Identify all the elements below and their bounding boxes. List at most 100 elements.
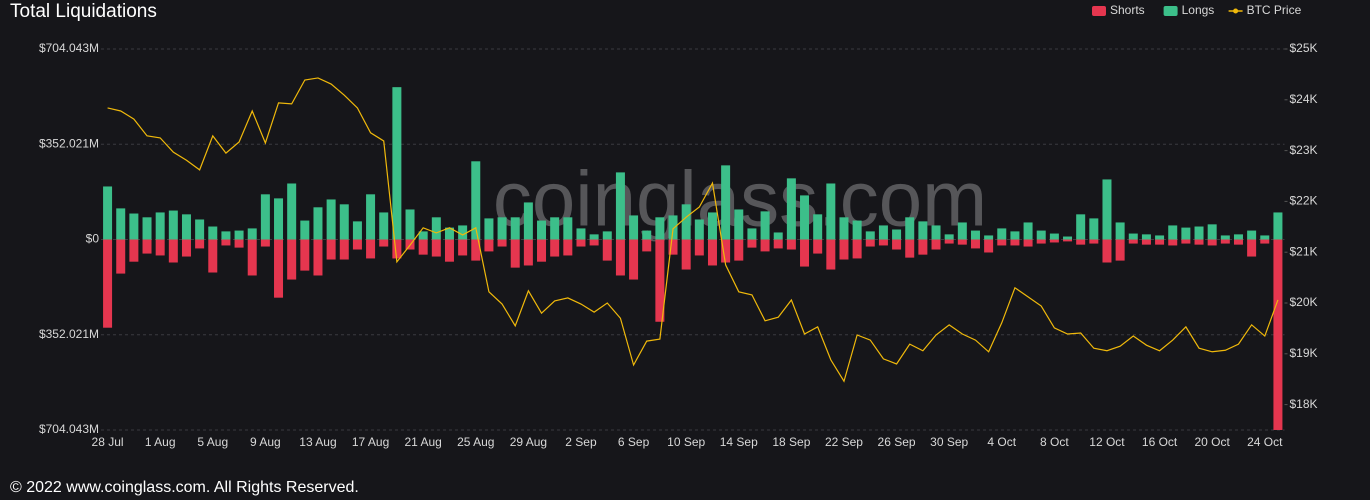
bar — [878, 225, 888, 240]
bar — [615, 172, 625, 240]
bar — [576, 228, 586, 240]
bar — [800, 195, 810, 240]
bar — [1102, 239, 1112, 263]
bar — [352, 239, 362, 250]
bar — [195, 239, 205, 249]
bar — [458, 239, 468, 256]
bar — [1036, 230, 1046, 240]
bar — [813, 214, 823, 240]
y2-tick-label: $21K — [1290, 244, 1318, 258]
y2-tick-label: $22K — [1290, 194, 1318, 208]
bar — [537, 239, 547, 262]
bar — [1141, 239, 1151, 245]
bar — [773, 232, 783, 240]
bar — [668, 239, 678, 255]
bar — [707, 212, 717, 240]
bar — [1181, 227, 1191, 240]
bar — [721, 239, 731, 263]
bar — [865, 231, 875, 240]
bar — [839, 239, 849, 260]
bar — [208, 239, 218, 273]
bar — [471, 161, 481, 240]
bar — [523, 202, 533, 240]
bar — [1155, 239, 1165, 245]
bar — [694, 219, 704, 240]
bar — [734, 209, 744, 240]
bar — [497, 239, 507, 247]
bar — [1063, 239, 1073, 242]
x-tick-label: 13 Aug — [299, 435, 336, 449]
bar — [747, 239, 757, 248]
bar — [129, 213, 139, 240]
y-tick-label: $0 — [86, 232, 100, 246]
bar — [786, 178, 796, 240]
y2-tick-label: $18K — [1290, 397, 1318, 411]
bar — [1128, 233, 1138, 240]
bar — [208, 226, 218, 240]
bar — [878, 239, 888, 246]
x-tick-label: 10 Sep — [667, 435, 705, 449]
bar — [1102, 179, 1112, 240]
x-tick-label: 17 Aug — [352, 435, 389, 449]
bar — [734, 239, 744, 261]
bar — [1168, 225, 1178, 240]
bar — [1181, 239, 1191, 244]
bar — [1168, 239, 1178, 246]
price-line — [107, 77, 1279, 383]
bar — [1220, 239, 1230, 244]
bar — [550, 217, 560, 240]
bar — [984, 239, 994, 253]
bar — [931, 225, 941, 240]
bar — [247, 239, 257, 276]
bar — [1010, 231, 1020, 240]
bar — [1115, 239, 1125, 261]
bar — [103, 186, 113, 240]
footer: © 2022 www.coinglass.com. All Rights Res… — [10, 479, 359, 496]
bar — [944, 234, 954, 240]
bar — [116, 239, 126, 274]
bar — [1194, 226, 1204, 240]
bar — [576, 239, 586, 247]
y2-tick-label: $24K — [1290, 92, 1318, 106]
bar — [563, 239, 573, 256]
chart-title: Total Liquidations — [10, 1, 157, 22]
bar — [366, 239, 376, 259]
bar — [629, 239, 639, 280]
bar — [918, 239, 928, 255]
x-tick-label: 29 Aug — [510, 435, 547, 449]
bar — [892, 229, 902, 240]
bar — [1128, 239, 1138, 244]
x-tick-label: 2 Sep — [565, 435, 597, 449]
bar — [760, 239, 770, 252]
bar — [379, 239, 389, 247]
legend-label: BTC Price — [1247, 3, 1302, 17]
bar — [852, 239, 862, 259]
bar — [537, 220, 547, 240]
bar — [181, 214, 191, 240]
bar — [458, 225, 468, 240]
bar — [997, 228, 1007, 240]
bar — [418, 239, 428, 255]
bar — [760, 211, 770, 240]
bar — [510, 217, 520, 240]
legend-dot — [1233, 8, 1239, 14]
bar — [181, 239, 191, 257]
bar — [1141, 234, 1151, 240]
bar — [339, 204, 349, 240]
bar — [707, 239, 717, 266]
bar — [957, 222, 967, 240]
y-tick-label: $352.021M — [39, 136, 99, 150]
bar — [155, 212, 165, 240]
x-tick-label: 1 Aug — [145, 435, 176, 449]
bar — [392, 239, 402, 259]
bar — [313, 207, 323, 240]
bar — [681, 239, 691, 270]
bar — [352, 221, 362, 240]
bar — [484, 218, 494, 240]
bar — [773, 239, 783, 249]
bar — [944, 239, 954, 244]
bar — [431, 239, 441, 257]
bar — [655, 239, 665, 322]
bar — [1036, 239, 1046, 244]
bar — [826, 183, 836, 240]
